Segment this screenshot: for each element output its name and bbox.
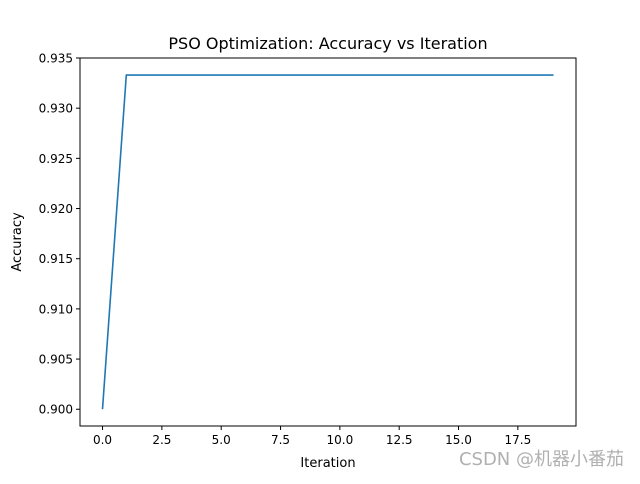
x-tick-label: 15.0 [445,433,472,447]
x-tick-label: 10.0 [327,433,354,447]
x-tick-label: 2.5 [152,433,171,447]
chart-title: PSO Optimization: Accuracy vs Iteration [168,34,487,53]
x-axis-label: Iteration [300,456,355,471]
x-tick-label: 7.5 [271,433,290,447]
y-tick-label: 0.910 [39,302,73,316]
x-tick-label: 12.5 [386,433,413,447]
plot-area: 0.0 2.5 5.0 7.5 10.0 12.5 15.0 17.5 0.900 0.905 0.… [39,52,554,447]
y-tick-label: 0.915 [39,252,73,266]
y-axis-label: Accuracy [10,212,25,272]
y-tick-label: 0.920 [39,202,73,216]
axes-frame [79,57,577,427]
y-tick-label: 0.930 [39,102,73,116]
x-tick-label: 0.0 [93,433,112,447]
y-tick-label: 0.905 [39,353,73,367]
accuracy-line [101,74,554,410]
y-tick-label: 0.925 [39,152,73,166]
y-tick-label: 0.935 [39,52,73,66]
y-tick-label: 0.900 [39,403,73,417]
watermark: CSDN @机器小番茄 [458,449,624,470]
x-tick-label: 17.5 [504,433,531,447]
x-tick-label: 5.0 [212,433,231,447]
